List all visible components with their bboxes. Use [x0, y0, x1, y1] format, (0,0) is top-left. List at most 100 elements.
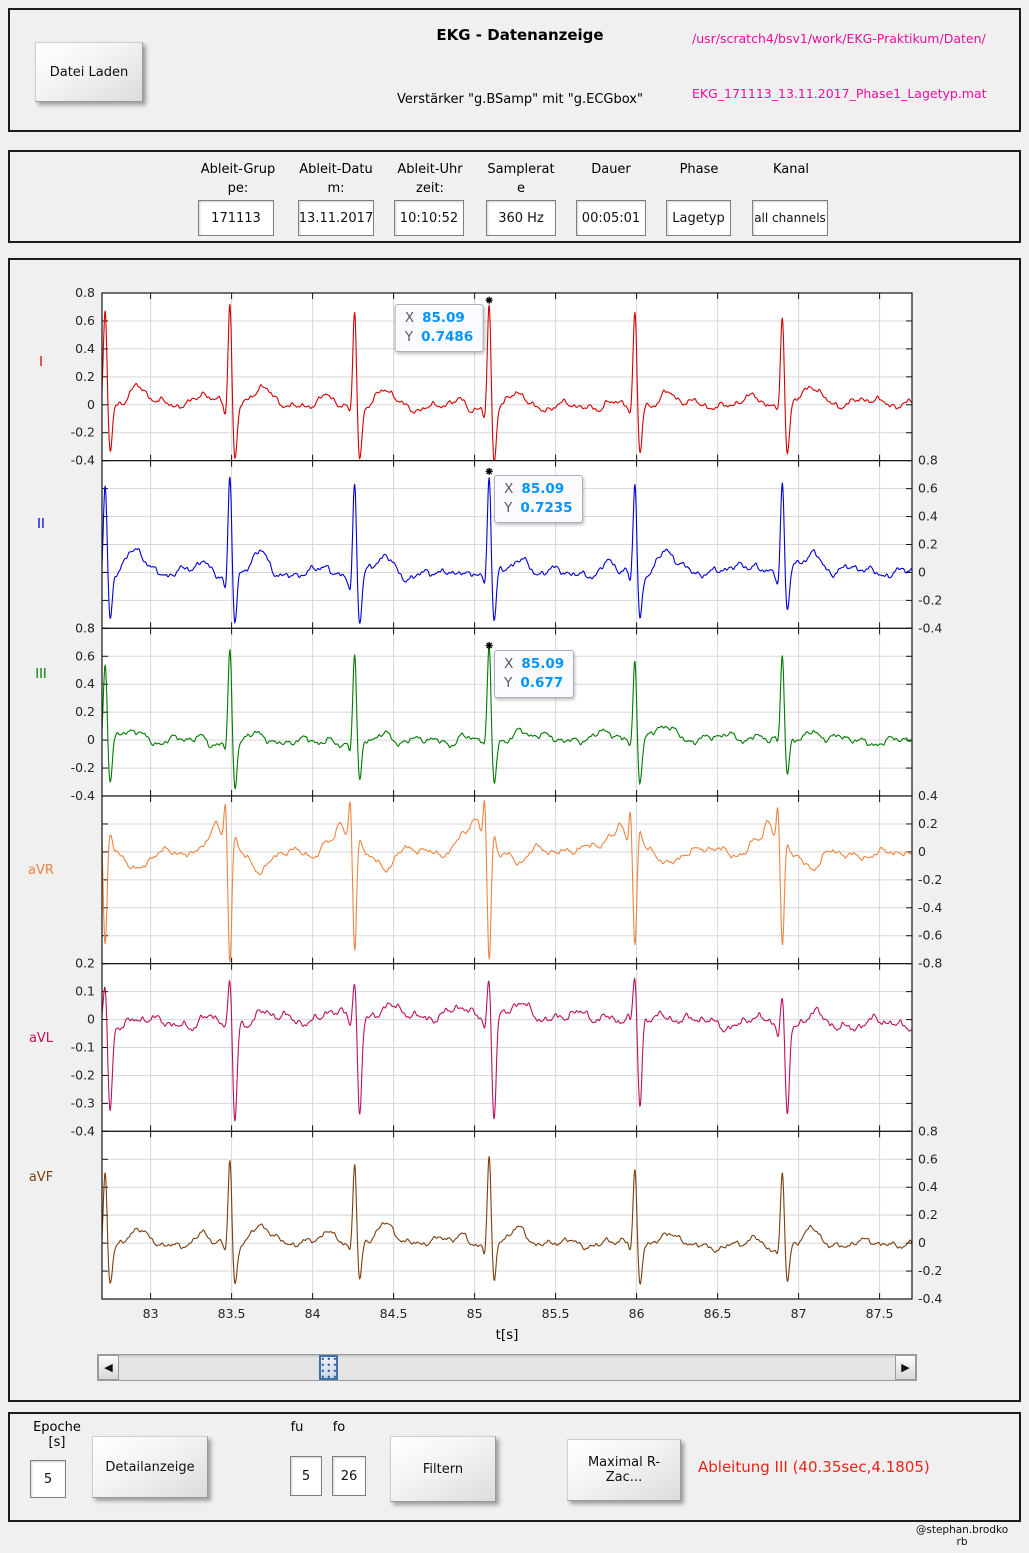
field-label: Ableit-Gruppe:: [200, 162, 276, 196]
datatip-y-label: Y: [504, 500, 513, 517]
scroll-right-button[interactable]: ▶: [895, 1355, 916, 1380]
datatip-I[interactable]: X 85.09 Y 0.7486: [394, 304, 484, 353]
ytick-label-aVF: 0.8: [918, 1123, 938, 1138]
xtick-label: 86.5: [704, 1306, 732, 1321]
control-panel: Epoche [s] 5 Detailanzeige fu fo 5 26 Fi…: [8, 1412, 1021, 1522]
ecg-trace-aVF[interactable]: [102, 1156, 912, 1285]
data-file-text: EKG_171113_13.11.2017_Phase1_Lagetyp.mat: [692, 86, 987, 101]
ytick-label-I: 0: [87, 397, 95, 412]
field-value[interactable]: all channels: [752, 200, 828, 236]
field-ableit-gruppe: Ableit-Gruppe: 171113: [198, 160, 278, 236]
field-value[interactable]: Lagetyp: [666, 200, 731, 236]
ytick-label-aVR: -0.2: [918, 872, 942, 887]
ytick-label-I: -0.2: [71, 425, 95, 440]
xtick-label: 85: [467, 1306, 483, 1321]
ytick-label-aVL: -0.4: [71, 1123, 95, 1138]
x-axis-label: t[s]: [496, 1327, 519, 1343]
datei-laden-button[interactable]: Datei Laden: [35, 42, 143, 102]
ekg-chart-panel: 0.8 0.6 0.4 0.2 0 -0.2 -0.4 I 0.8 0.6 0.4 0.2 0 -0.2 -…: [8, 258, 1021, 1402]
field-dauer: Dauer 00:05:01: [576, 160, 646, 236]
datatip-y-label: Y: [504, 674, 513, 691]
epoche-input[interactable]: 5: [30, 1460, 66, 1498]
watermark: @stephan.brodko rb: [907, 1524, 1017, 1548]
datatip-y-label: Y: [404, 329, 414, 346]
ytick-label-aVF: -0.2: [918, 1263, 942, 1278]
ytick-label-I: 0.8: [75, 285, 95, 300]
datatip-II[interactable]: X 85.09 Y 0.7235: [494, 475, 583, 524]
filtern-button[interactable]: Filtern: [390, 1436, 496, 1502]
field-label: Dauer: [591, 162, 631, 177]
watermark-line1: @stephan.brodko: [915, 1524, 1009, 1536]
ytick-label-aVR: 0: [918, 844, 926, 859]
ytick-label-aVR: 0.4: [918, 788, 938, 803]
datatip-x-value: 85.09: [521, 655, 565, 672]
datatip-y-value: 0.7486: [421, 329, 474, 346]
fo-input[interactable]: 26: [332, 1456, 366, 1496]
xtick-label: 87.5: [866, 1306, 894, 1321]
plot-border-aVF: [101, 1130, 913, 1300]
scroll-left-button[interactable]: ◀: [98, 1355, 119, 1380]
detailanzeige-button[interactable]: Detailanzeige: [92, 1436, 208, 1498]
ytick-label-III: 0.4: [75, 676, 95, 691]
datatip-x-label: X: [504, 655, 514, 672]
field-label: Kanal: [772, 162, 810, 177]
ytick-label-aVF: 0: [918, 1235, 926, 1250]
datatip-x-label: X: [404, 310, 415, 327]
ecg-trace-II[interactable]: [102, 476, 912, 625]
field-label: Phase: [679, 162, 719, 177]
ytick-label-aVF: -0.4: [918, 1291, 942, 1306]
ecg-trace-I[interactable]: [102, 304, 912, 462]
field-kanal: Kanal all channels: [752, 160, 830, 236]
ekg-plot-area[interactable]: 0.8 0.6 0.4 0.2 0 -0.2 -0.4 I 0.8 0.6 0.4 0.2 0 -0.2 -…: [10, 260, 1019, 1350]
fo-label: fo: [332, 1420, 346, 1435]
field-ableit-datum: Ableit-Datum: 13.11.2017: [298, 160, 374, 236]
ecg-trace-aVR[interactable]: [102, 800, 912, 963]
ytick-label-I: 0.4: [75, 341, 95, 356]
ecg-trace-aVL[interactable]: [102, 977, 912, 1122]
field-value[interactable]: 360 Hz: [486, 200, 556, 236]
channel-label-aVR: aVR: [28, 863, 54, 878]
ytick-label-II: 0: [918, 564, 926, 579]
scroll-right-icon: ▶: [901, 1361, 910, 1374]
field-value[interactable]: 00:05:01: [576, 200, 646, 236]
ekg-plot-svg: 0.8 0.6 0.4 0.2 0 -0.2 -0.4 I 0.8 0.6 0.4 0.2 0 -0.2 -…: [28, 285, 942, 1343]
ytick-label-III: 0.8: [75, 620, 95, 635]
xtick-label: 84.5: [380, 1306, 408, 1321]
ytick-label-II: 0.2: [918, 537, 938, 552]
ytick-label-III: -0.4: [71, 788, 95, 803]
fu-label: fu: [290, 1420, 304, 1435]
datatip-x-label: X: [504, 481, 514, 498]
page-title: EKG - Datenanzeige: [436, 26, 604, 44]
epoche-label-line1: Epoche: [33, 1420, 81, 1435]
field-value[interactable]: 171113: [198, 200, 274, 236]
field-label: Samplerate: [487, 162, 555, 196]
ytick-label-II: -0.2: [918, 592, 942, 607]
ytick-label-III: 0.2: [75, 704, 95, 719]
ecg-trace-III[interactable]: [102, 645, 912, 790]
epoche-label-line2: [s]: [48, 1435, 66, 1450]
field-value[interactable]: 13.11.2017: [298, 200, 374, 236]
ytick-label-aVR: -0.8: [918, 956, 942, 971]
datatip-x-value: 85.09: [422, 310, 465, 327]
channel-label-aVL: aVL: [29, 1031, 54, 1046]
field-phase: Phase Lagetyp: [666, 160, 732, 236]
status-text: Ableitung III (40.35sec,4.1805): [698, 1458, 930, 1476]
scrollbar-thumb[interactable]: [318, 1355, 338, 1380]
ytick-label-II: -0.4: [918, 620, 942, 635]
ytick-label-II: 0.8: [918, 453, 938, 468]
time-scrollbar[interactable]: ◀ ▶: [97, 1354, 917, 1381]
ytick-label-aVL: -0.2: [71, 1067, 95, 1082]
xtick-label: 84: [305, 1306, 321, 1321]
maximal-rzacke-button[interactable]: Maximal R-Zac...: [567, 1439, 681, 1501]
ytick-label-aVF: 0.2: [918, 1207, 938, 1222]
ytick-label-aVL: 0.2: [75, 956, 95, 971]
watermark-line2: rb: [956, 1536, 968, 1548]
field-ableit-uhrzeit: Ableit-Uhrzeit: 10:10:52: [394, 160, 466, 236]
datatip-III[interactable]: X 85.09 Y 0.677: [494, 649, 575, 698]
ytick-label-I: -0.4: [71, 453, 95, 468]
channel-label-I: I: [39, 355, 43, 370]
field-label: Ableit-Datum:: [299, 162, 373, 196]
field-value[interactable]: 10:10:52: [394, 200, 464, 236]
fu-input[interactable]: 5: [290, 1456, 322, 1496]
